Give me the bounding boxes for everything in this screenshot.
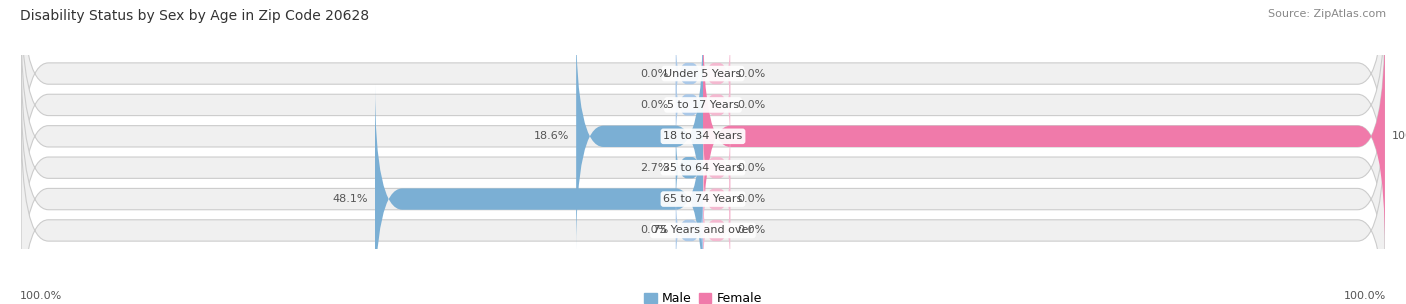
Text: Source: ZipAtlas.com: Source: ZipAtlas.com — [1268, 9, 1386, 19]
Text: 100.0%: 100.0% — [20, 291, 62, 301]
Text: 35 to 64 Years: 35 to 64 Years — [664, 163, 742, 173]
Text: 2.7%: 2.7% — [640, 163, 669, 173]
Text: 0.0%: 0.0% — [737, 100, 765, 110]
Text: 0.0%: 0.0% — [737, 68, 765, 78]
Legend: Male, Female: Male, Female — [644, 292, 762, 304]
Text: Disability Status by Sex by Age in Zip Code 20628: Disability Status by Sex by Age in Zip C… — [20, 9, 368, 23]
Text: 65 to 74 Years: 65 to 74 Years — [664, 194, 742, 204]
Text: 0.0%: 0.0% — [641, 226, 669, 236]
FancyBboxPatch shape — [703, 128, 730, 207]
FancyBboxPatch shape — [676, 65, 703, 144]
FancyBboxPatch shape — [703, 65, 730, 144]
FancyBboxPatch shape — [21, 84, 1385, 304]
FancyBboxPatch shape — [676, 34, 703, 113]
FancyBboxPatch shape — [703, 191, 730, 270]
Text: 100.0%: 100.0% — [1344, 291, 1386, 301]
FancyBboxPatch shape — [676, 128, 703, 207]
FancyBboxPatch shape — [703, 160, 730, 239]
Text: 75 Years and over: 75 Years and over — [652, 226, 754, 236]
FancyBboxPatch shape — [375, 84, 703, 304]
Text: 0.0%: 0.0% — [737, 226, 765, 236]
FancyBboxPatch shape — [21, 0, 1385, 188]
FancyBboxPatch shape — [676, 191, 703, 270]
Text: Under 5 Years: Under 5 Years — [665, 68, 741, 78]
FancyBboxPatch shape — [576, 22, 703, 251]
FancyBboxPatch shape — [703, 22, 1385, 251]
Text: 18 to 34 Years: 18 to 34 Years — [664, 131, 742, 141]
FancyBboxPatch shape — [21, 53, 1385, 282]
FancyBboxPatch shape — [21, 0, 1385, 220]
Text: 100.0%: 100.0% — [1392, 131, 1406, 141]
FancyBboxPatch shape — [21, 22, 1385, 251]
Text: 0.0%: 0.0% — [737, 163, 765, 173]
Text: 5 to 17 Years: 5 to 17 Years — [666, 100, 740, 110]
FancyBboxPatch shape — [703, 34, 730, 113]
Text: 0.0%: 0.0% — [641, 100, 669, 110]
FancyBboxPatch shape — [21, 116, 1385, 304]
Text: 48.1%: 48.1% — [333, 194, 368, 204]
Text: 0.0%: 0.0% — [737, 194, 765, 204]
Text: 0.0%: 0.0% — [641, 68, 669, 78]
Text: 18.6%: 18.6% — [534, 131, 569, 141]
